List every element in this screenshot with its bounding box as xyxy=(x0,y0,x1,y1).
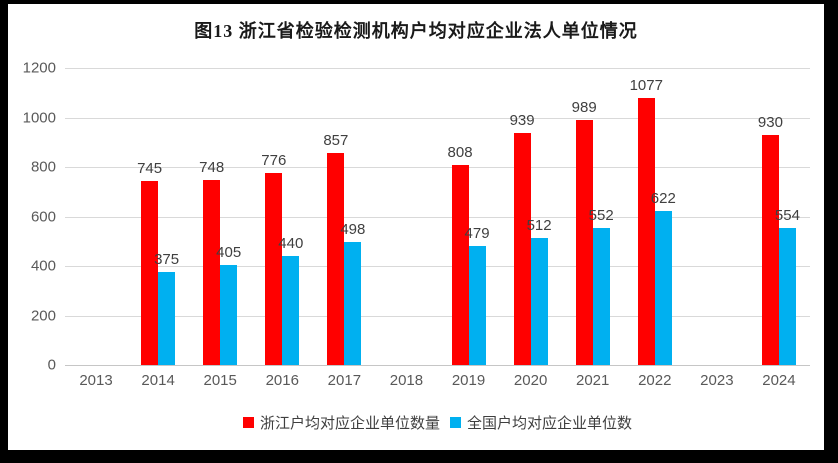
bar-national-2020: 512 xyxy=(527,217,552,365)
legend-item-national: 全国户均对应企业单位数 xyxy=(450,412,632,433)
legend-item-zhejiang: 浙江户均对应企业单位数量 xyxy=(242,412,440,433)
bar-group-2017: 857 498 xyxy=(313,68,375,365)
bar-national-2014: 375 xyxy=(154,251,179,365)
plot-area: 745 375 748 405 776 440 857 498 808 479 939 512 989 5… xyxy=(65,68,810,366)
x-axis: 2013 2014 2015 2016 2017 2018 2019 2020 2021 2022… xyxy=(65,372,810,392)
bar-label-national-2024: 554 xyxy=(774,206,800,224)
bar-group-2022: 1077 622 xyxy=(624,68,686,365)
legend-swatch-zhejiang xyxy=(242,417,254,428)
y-tick-label-600: 600 xyxy=(30,208,56,225)
bar-label-national-2020: 512 xyxy=(526,217,552,235)
bar-label-national-2022: 622 xyxy=(650,190,676,208)
bar-group-2023 xyxy=(686,68,748,365)
bar-label-zhejiang-2020: 939 xyxy=(509,111,535,129)
bar-national-2015: 405 xyxy=(216,244,241,365)
x-tick-label-2018: 2018 xyxy=(389,372,424,389)
bar-national-2019: 479 xyxy=(465,225,490,365)
x-tick-label-2013: 2013 xyxy=(79,372,113,389)
bar-national-2016: 440 xyxy=(278,235,303,365)
gridline-200 xyxy=(65,315,810,317)
bar-national-2021: 552 xyxy=(589,207,614,365)
bar-group-2013 xyxy=(65,68,127,365)
x-tick-label-2017: 2017 xyxy=(327,372,362,389)
bar-label-national-2015: 405 xyxy=(216,243,242,261)
x-tick-label-2020: 2020 xyxy=(513,372,548,389)
bar-label-zhejiang-2019: 808 xyxy=(447,144,473,162)
bar-zhejiang-2021: 989 xyxy=(572,99,597,365)
bar-group-2020: 939 512 xyxy=(500,68,562,365)
bar-label-zhejiang-2014: 745 xyxy=(137,159,163,177)
gridline-600 xyxy=(65,216,810,218)
bar-group-2015: 748 405 xyxy=(189,68,251,365)
gridline-1000 xyxy=(65,117,810,119)
bar-zhejiang-2022: 1077 xyxy=(630,77,663,365)
gridline-400 xyxy=(65,266,810,267)
bar-zhejiang-2017: 857 xyxy=(323,132,348,365)
bar-national-2017: 498 xyxy=(340,221,365,365)
x-tick-label-2014: 2014 xyxy=(141,372,175,389)
bar-zhejiang-2015: 748 xyxy=(199,159,224,365)
bar-zhejiang-2019: 808 xyxy=(448,144,473,365)
bar-group-2024: 930 554 xyxy=(748,68,810,365)
bar-label-zhejiang-2024: 930 xyxy=(757,113,783,131)
bar-national-2024: 554 xyxy=(775,207,800,365)
y-tick-label-800: 800 xyxy=(30,158,56,176)
bar-zhejiang-2016: 776 xyxy=(261,152,286,365)
legend-swatch-national xyxy=(450,417,461,428)
x-tick-label-2024: 2024 xyxy=(762,372,796,389)
bar-group-2014: 745 375 xyxy=(127,68,189,365)
bar-zhejiang-2020: 939 xyxy=(510,112,535,365)
y-tick-label-1000: 1000 xyxy=(22,109,56,126)
bar-group-2016: 776 440 xyxy=(251,68,313,365)
legend: 浙江户均对应企业单位数量 全国户均对应企业单位数 xyxy=(65,412,810,433)
bar-label-zhejiang-2017: 857 xyxy=(323,131,349,149)
x-tick-label-2019: 2019 xyxy=(451,372,486,389)
x-tick-label-2022: 2022 xyxy=(638,372,672,389)
legend-label-national: 全国户均对应企业单位数 xyxy=(467,415,633,432)
bar-label-zhejiang-2015: 748 xyxy=(199,158,225,176)
bar-zhejiang-2024: 930 xyxy=(758,114,783,365)
bar-zhejiang-2014: 745 xyxy=(137,160,162,365)
chart-title: 图13 浙江省检验检测机构户均对应企业法人单位情况 xyxy=(194,21,638,41)
y-tick-label-0: 0 xyxy=(47,356,56,374)
y-tick-label-200: 200 xyxy=(30,307,56,324)
gridline-800 xyxy=(65,167,810,168)
bar-label-zhejiang-2022: 1077 xyxy=(629,77,663,95)
bar-label-national-2017: 498 xyxy=(340,220,366,238)
chart-canvas: 图13 浙江省检验检测机构户均对应企业法人单位情况 745 375 748 405 77… xyxy=(8,4,824,450)
bar-label-zhejiang-2021: 989 xyxy=(571,99,597,117)
bar-label-national-2019: 479 xyxy=(464,225,490,243)
legend-label-zhejiang: 浙江户均对应企业单位数量 xyxy=(259,415,440,432)
x-tick-label-2023: 2023 xyxy=(700,372,734,389)
gridline-0 xyxy=(65,365,810,366)
x-tick-label-2021: 2021 xyxy=(576,372,610,389)
x-tick-label-2016: 2016 xyxy=(265,372,299,389)
bar-label-zhejiang-2016: 776 xyxy=(261,151,287,169)
bar-label-national-2016: 440 xyxy=(278,235,304,253)
bar-label-national-2014: 375 xyxy=(154,251,180,269)
bar-group-2021: 989 552 xyxy=(562,68,624,365)
bar-label-national-2021: 552 xyxy=(588,207,614,225)
y-tick-label-400: 400 xyxy=(30,257,56,275)
y-tick-label-1200: 1200 xyxy=(22,59,56,77)
gridline-1200 xyxy=(65,68,810,69)
bar-national-2022: 622 xyxy=(651,190,676,365)
x-tick-label-2015: 2015 xyxy=(203,372,237,389)
bar-group-2019: 808 479 xyxy=(438,68,500,365)
bar-group-2018 xyxy=(375,68,437,365)
